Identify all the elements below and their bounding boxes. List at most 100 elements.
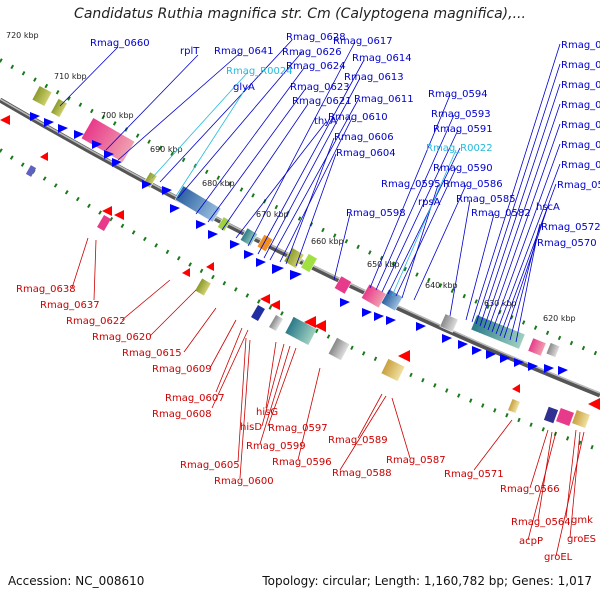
forward-callout-lines (59, 39, 561, 343)
gene-label: hisG (256, 407, 278, 418)
gene-box (195, 278, 211, 296)
reverse-features (0, 115, 600, 428)
gene-box (283, 247, 305, 269)
forward-arrow (256, 258, 266, 267)
gene-box (174, 185, 222, 223)
gene-label: Rmag_0614 (352, 53, 412, 64)
gene-label: hisD (240, 422, 262, 433)
gene-label: Rmag_0572 (541, 222, 600, 233)
gene-label: Rmag_0598 (346, 208, 406, 219)
gene-label: acpP (519, 536, 543, 547)
rna-callout-lines (151, 71, 457, 297)
forward-arrow (92, 140, 102, 149)
gene-label: Rmag_0637 (40, 300, 100, 311)
gene-label: Rmag_0628 (286, 32, 346, 43)
scale-label-650: 650 kbp (367, 260, 400, 269)
forward-arrow (162, 186, 172, 195)
gene-label: Rmag_0589 (328, 435, 388, 446)
gene-label: Rmag_0605 (180, 460, 240, 471)
scale-label-710: 710 kbp (54, 72, 87, 81)
forward-gene-labels: Rmag_0660 rplT Rmag_0641 Rmag_0628 Rmag_… (90, 32, 600, 249)
gene-box (508, 398, 520, 414)
reverse-arrow (206, 262, 214, 271)
rna-gene-labels-blue: glyA (233, 82, 255, 93)
gene-box (439, 313, 459, 333)
gene-label: Rmag_0615 (122, 348, 182, 359)
gene-label: groEL (544, 552, 573, 563)
gene-box (251, 304, 265, 322)
gene-label: Rmag_0587 (386, 455, 446, 466)
gene-label: Rmag_0660 (90, 38, 150, 49)
reverse-arrow (398, 350, 410, 362)
gene-label: Rmag_0577 (561, 120, 600, 131)
gene-box (80, 117, 136, 163)
gene-label: Rmag_0624 (286, 61, 346, 72)
gene-label: glyA (233, 82, 255, 93)
outer-tick-track (0, 58, 600, 357)
gene-label: Rmag_0620 (92, 332, 152, 343)
gene-box (333, 275, 353, 295)
reverse-arrow (182, 268, 190, 277)
gene-label: Rmag_0574 (557, 180, 600, 191)
gene-box (239, 227, 259, 247)
gene-label: Rmag_0571 (444, 469, 504, 480)
gene-label: Rmag_0585 (456, 194, 516, 205)
gene-label: Rmag_0580 (561, 60, 600, 71)
gene-label: rpsA (418, 197, 441, 208)
forward-arrow (386, 316, 396, 325)
forward-arrow (208, 230, 218, 239)
gene-box (31, 85, 53, 107)
scale-label-700: 700 kbp (101, 111, 134, 120)
gene-label: hscA (536, 202, 560, 213)
gene-label: Rmag_0588 (332, 468, 392, 479)
forward-arrow (486, 350, 496, 359)
reverse-callout-lines (71, 237, 585, 557)
forward-arrow (230, 240, 240, 249)
forward-arrow (196, 220, 206, 229)
gene-box (381, 358, 405, 382)
gene-label: Rmag_0575 (561, 160, 600, 171)
reverse-arrow (102, 206, 112, 216)
gene-box (380, 288, 404, 312)
gene-label: Rmag_0578 (561, 100, 600, 111)
gene-label: Rmag_0590 (433, 163, 493, 174)
gene-label: Rmag_R0022 (426, 143, 493, 154)
reverse-arrow (40, 152, 48, 161)
gene-box (543, 406, 559, 424)
gene-label: rplT (180, 46, 200, 57)
scale-label-640: 640 kbp (425, 281, 458, 290)
forward-arrow (170, 204, 180, 213)
gene-label: Rmag_0566 (500, 484, 560, 495)
gene-label: Rmag_0576 (561, 140, 600, 151)
forward-arrow (458, 340, 468, 349)
gene-label: groES (567, 534, 596, 545)
forward-arrow (272, 264, 284, 274)
accession-text: Accession: NC_008610 (8, 574, 145, 588)
reverse-arrow (0, 115, 10, 125)
reverse-arrow (512, 384, 520, 393)
forward-arrow (44, 118, 54, 127)
forward-arrow (472, 346, 482, 355)
forward-arrow (416, 322, 426, 331)
reverse-gene-labels: Rmag_0638 Rmag_0637 Rmag_0622 Rmag_0620 … (16, 284, 596, 563)
gene-box (328, 337, 350, 361)
page-title: Candidatus Ruthia magnifica str. Cm (Cal… (74, 6, 526, 22)
forward-arrow (290, 270, 302, 280)
gene-label: Rmag_0597 (268, 423, 328, 434)
gene-label: Rmag_0611 (354, 94, 414, 105)
gene-label: Rmag_0621 (292, 96, 352, 107)
gene-box (545, 342, 561, 358)
gene-box (572, 410, 590, 428)
gene-label: Rmag_R0024 (226, 66, 293, 77)
gene-label: Rmag_0579 (561, 80, 600, 91)
gene-box (256, 234, 274, 252)
gene-label: Rmag_0593 (431, 109, 491, 120)
gene-label: Rmag_0613 (344, 72, 404, 83)
forward-arrow (442, 334, 452, 343)
gene-label: Rmag_0606 (334, 132, 394, 143)
gene-label: Rmag_0607 (165, 393, 225, 404)
forward-arrow (558, 366, 568, 375)
forward-arrow (244, 250, 254, 259)
forward-arrow (362, 308, 372, 317)
